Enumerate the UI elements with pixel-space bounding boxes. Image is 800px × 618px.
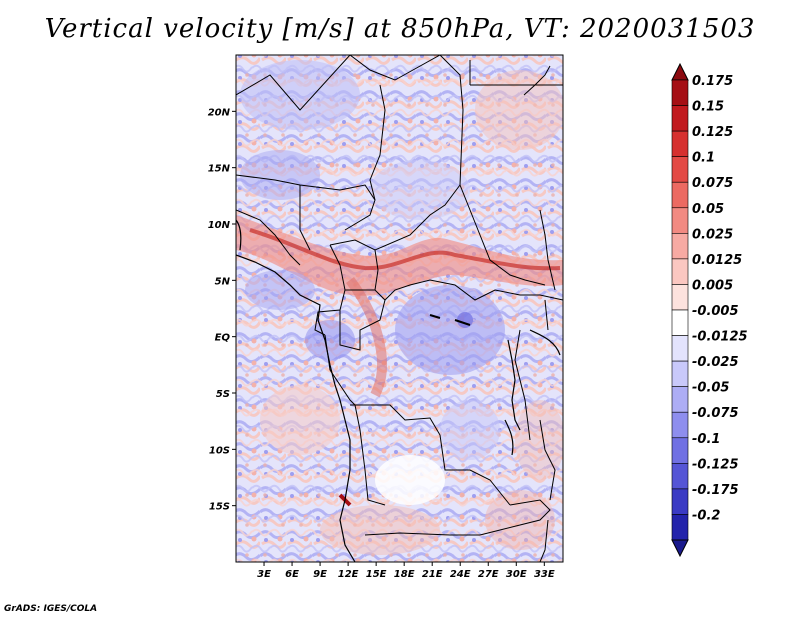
colorbar-swatch <box>671 79 689 106</box>
colorbar-label: -0.075 <box>692 406 739 421</box>
colorbar-label: 0.175 <box>692 74 733 89</box>
lat-tick-label: 10N <box>208 220 231 231</box>
colorbar-swatch <box>671 258 689 285</box>
colorbar-label: -0.025 <box>692 355 739 370</box>
lon-tick-label: 33E <box>534 569 555 580</box>
colorbar-label: -0.125 <box>692 457 739 472</box>
lon-tick-label: 24E <box>450 569 471 580</box>
colorbar-swatch <box>671 284 689 311</box>
colorbar-label: -0.05 <box>692 381 729 396</box>
lon-tick-label: 12E <box>338 569 359 580</box>
colorbar-label: 0.15 <box>692 100 724 115</box>
lon-tick-label: 18E <box>394 569 415 580</box>
lat-tick-label: 20N <box>208 107 231 118</box>
colorbar-swatch <box>671 514 689 541</box>
colorbar-min-arrow <box>671 539 689 558</box>
lat-tick-label: 5N <box>215 276 231 287</box>
vertical-velocity-field <box>236 55 563 562</box>
colorbar: 0.175 0.15 0.125 0.1 0.075 0.05 0.025 0.0125 0.0… <box>671 62 748 558</box>
colorbar-label: 0.125 <box>692 125 733 140</box>
colorbar-swatch <box>671 488 689 515</box>
lat-tick-label: 15N <box>208 164 231 175</box>
colorbar-swatch <box>671 335 689 362</box>
colorbar-swatch <box>671 233 689 260</box>
colorbar-label: -0.1 <box>692 432 720 447</box>
lon-tick-label: 27E <box>478 569 499 580</box>
colorbar-swatch <box>671 105 689 132</box>
colorbar-label: 0.05 <box>692 202 724 217</box>
lon-tick-label: 15E <box>366 569 387 580</box>
colorbar-swatch <box>671 411 689 439</box>
chart-title: Vertical velocity [m/s] at 850hPa, VT: 2… <box>44 14 756 44</box>
coastlines <box>236 219 561 562</box>
colorbar-label: 0.025 <box>692 227 733 242</box>
colorbar-swatch <box>671 207 689 234</box>
grads-credit: GrADS: IGES/COLA <box>4 604 98 614</box>
lon-tick-label: 6E <box>285 569 299 580</box>
longitude-axis: 3E 6E 9E 12E 15E 18E 21E 24E 27E 30E 33E <box>257 562 555 580</box>
lon-tick-label: 21E <box>422 569 443 580</box>
lon-tick-label: 3E <box>257 569 271 580</box>
colorbar-swatch <box>671 156 689 183</box>
lat-tick-label: 15S <box>209 502 230 513</box>
colorbar-swatch <box>671 309 689 336</box>
colorbar-label: -0.175 <box>692 483 739 498</box>
colorbar-swatch <box>671 463 689 490</box>
colorbar-swatch <box>671 181 689 209</box>
lat-tick-label: 10S <box>209 445 230 456</box>
latitude-axis: 20N 15N 10N 5N EQ 5S 10S 15S <box>208 107 236 513</box>
colorbar-swatch <box>671 437 689 464</box>
colorbar-label: -0.0125 <box>692 330 748 345</box>
colorbar-label: 0.0125 <box>692 253 742 268</box>
lat-tick-label: 5S <box>216 389 230 400</box>
colorbar-label: 0.005 <box>692 278 733 293</box>
colorbar-max-arrow <box>671 62 689 81</box>
lat-tick-label: EQ <box>215 333 231 344</box>
colorbar-label: 0.075 <box>692 176 733 191</box>
colorbar-label: -0.005 <box>692 304 739 319</box>
country-boundaries <box>236 55 563 562</box>
colorbar-label: -0.2 <box>692 508 720 523</box>
map-frame <box>235 54 564 563</box>
itcz-ascent-band <box>236 215 563 296</box>
colorbar-swatch <box>671 130 689 157</box>
colorbar-label: 0.1 <box>692 151 715 166</box>
lon-tick-label: 9E <box>313 569 327 580</box>
lon-tick-label: 30E <box>506 569 527 580</box>
colorbar-swatch <box>671 360 689 387</box>
colorbar-swatch <box>671 386 689 413</box>
